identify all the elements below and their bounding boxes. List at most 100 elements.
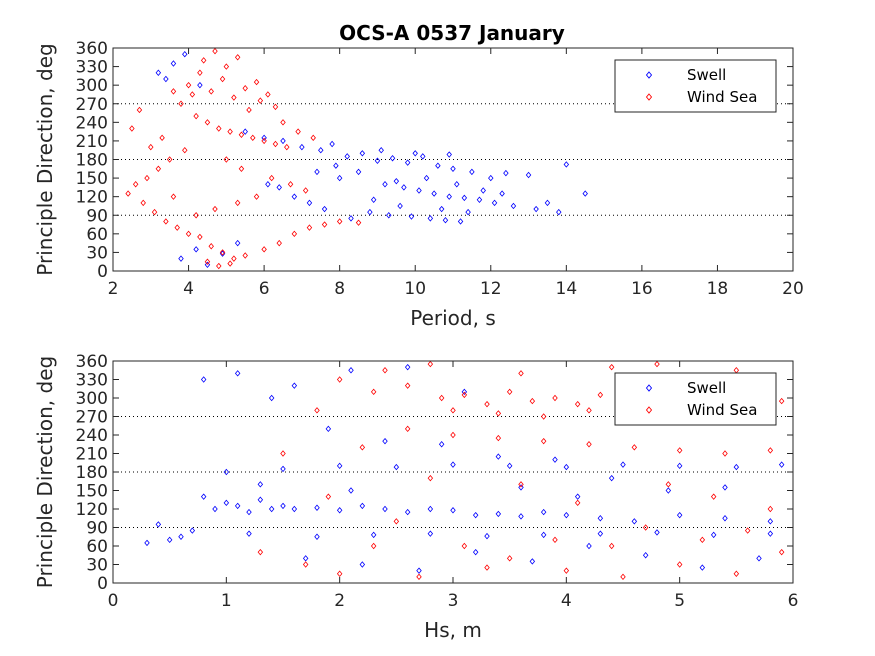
data-point (382, 505, 388, 513)
y-tick-label: 300 (76, 389, 108, 409)
data-point (457, 218, 464, 225)
x-tick-label: 3 (448, 591, 459, 611)
data-point (665, 487, 672, 494)
data-point (336, 570, 343, 577)
data-point (178, 100, 184, 107)
data-point (393, 518, 400, 525)
y-tick-label: 0 (97, 262, 108, 282)
y-tick-label: 210 (76, 132, 108, 152)
x-axis-label: Hs, m (424, 618, 482, 642)
data-point (325, 493, 332, 500)
legend-label-swell: Swell (687, 66, 726, 84)
data-point (166, 536, 173, 544)
data-point (336, 174, 343, 182)
y-tick-label: 120 (76, 500, 108, 520)
data-point (242, 128, 248, 135)
data-point (756, 555, 762, 562)
data-point (212, 505, 218, 513)
data-point (359, 561, 366, 568)
y-tick-label: 60 (86, 537, 108, 557)
data-point (506, 388, 513, 396)
y-tick-label: 90 (86, 206, 108, 226)
data-point (185, 81, 192, 89)
y-tick-label: 330 (76, 371, 108, 391)
data-point (631, 518, 638, 525)
data-point (144, 539, 150, 547)
data-point (676, 511, 683, 519)
y-tick-label: 210 (76, 445, 108, 465)
data-point (484, 400, 490, 408)
data-point (382, 437, 388, 445)
data-point (389, 155, 396, 162)
x-tick-label: 16 (631, 279, 653, 299)
data-point (438, 441, 445, 448)
legend: Swell Wind Sea (614, 59, 777, 113)
data-point (699, 536, 706, 544)
data-point (204, 261, 211, 269)
data-point (427, 360, 434, 368)
data-point (359, 150, 366, 157)
data-point (246, 508, 252, 516)
data-point (178, 533, 184, 540)
data-point (495, 453, 502, 460)
data-point (778, 548, 785, 556)
y-axis-label: Principle Direction, deg (33, 43, 57, 275)
data-point (197, 69, 203, 76)
data-point (540, 413, 547, 420)
data-point (533, 205, 539, 213)
data-point (291, 230, 298, 238)
data-point (574, 400, 581, 408)
data-point (654, 360, 660, 368)
data-point (223, 499, 230, 507)
data-point (216, 262, 222, 270)
series-swell (155, 50, 588, 269)
data-point (450, 461, 456, 468)
data-point (284, 143, 290, 151)
data-point (420, 153, 426, 160)
data-point (710, 531, 717, 539)
legend-marker-swell (645, 71, 653, 79)
data-point (472, 548, 479, 556)
data-point (178, 255, 184, 262)
data-point (250, 134, 256, 142)
data-point (155, 69, 162, 76)
data-point (257, 496, 264, 503)
legend-label-wind-sea: Wind Sea (687, 88, 757, 106)
data-point (223, 63, 230, 70)
data-point (454, 181, 460, 188)
y-tick-label: 30 (86, 243, 108, 263)
data-point (484, 564, 490, 571)
data-point (246, 530, 252, 537)
y-tick-label: 360 (76, 39, 108, 59)
data-point (197, 81, 203, 89)
data-point (518, 481, 524, 488)
top-panel: 2 4 6 8 10 12 14 16 18 20 030609012015018021024027… (33, 39, 804, 330)
data-point (529, 558, 536, 565)
data-point (401, 184, 407, 191)
data-point (461, 542, 468, 550)
data-point (556, 208, 562, 216)
data-point (189, 527, 196, 534)
data-point (386, 212, 392, 219)
data-point (182, 50, 188, 58)
data-point (438, 205, 445, 213)
data-point (506, 555, 513, 562)
data-point (586, 407, 592, 414)
data-point (427, 505, 434, 513)
data-point (148, 143, 154, 151)
data-point (234, 239, 241, 247)
data-point (744, 527, 751, 534)
data-point (540, 437, 547, 445)
data-point (227, 260, 233, 267)
data-point (193, 112, 199, 120)
data-point (620, 461, 626, 468)
y-tick-label: 240 (76, 426, 108, 446)
data-point (329, 140, 335, 148)
data-point (733, 463, 740, 471)
data-point (642, 524, 649, 531)
data-point (438, 394, 445, 402)
data-point (321, 205, 328, 213)
data-point (540, 508, 547, 516)
data-point (310, 134, 316, 142)
data-point (435, 162, 441, 169)
